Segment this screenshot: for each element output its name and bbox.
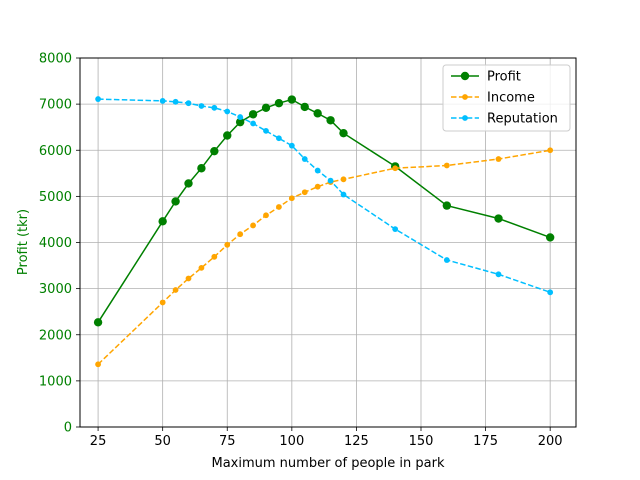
income-point [392, 165, 399, 172]
x-tick-label: 100 [279, 434, 304, 449]
reputation-point [301, 156, 308, 162]
reputation-point [198, 103, 205, 109]
profit-point [93, 318, 103, 327]
legend-label: Income [487, 91, 535, 106]
reputation-point [276, 135, 282, 142]
y-tick-label: 1000 [39, 374, 72, 389]
legend-swatch-marker [462, 115, 468, 121]
y-axis-label: Profit (tkr) [16, 209, 31, 275]
legend-label: Reputation [487, 112, 558, 127]
profit-point [248, 110, 258, 119]
profit-point [235, 117, 245, 127]
profit-point [197, 164, 206, 173]
reputation-point [95, 96, 101, 102]
income-point [172, 287, 179, 293]
legend: Profit Income Reputation [442, 64, 571, 132]
profit-point [287, 95, 297, 104]
series-income [95, 147, 554, 368]
legend-entry-reputation: Reputation [451, 112, 558, 127]
reputation-point [547, 289, 554, 296]
income-point [211, 253, 218, 260]
profit-point [339, 128, 348, 138]
profit-point [300, 102, 309, 112]
y-tick-label: 8000 [39, 52, 72, 67]
profit-point [261, 103, 271, 113]
x-tick-label: 175 [473, 434, 498, 449]
income-point [185, 275, 192, 282]
y-tick-label: 4000 [39, 236, 72, 251]
x-axis-ticks: 25 50 75 100 125 150 175 200 [90, 427, 563, 449]
legend-swatch-marker [460, 71, 470, 81]
y-tick-label: 3000 [39, 282, 72, 297]
series-layer [93, 95, 555, 368]
reputation-point [250, 120, 256, 127]
reputation-point [392, 226, 399, 233]
income-point [314, 183, 321, 190]
y-tick-label: 7000 [39, 98, 72, 113]
legend-label: Profit [487, 70, 521, 85]
income-point [495, 156, 502, 162]
x-tick-label: 125 [344, 434, 369, 449]
income-point [250, 222, 256, 229]
reputation-point [185, 100, 192, 107]
income-point [547, 147, 554, 154]
income-line [97, 149, 551, 365]
legend-swatch-marker [462, 94, 468, 100]
income-point [288, 195, 295, 202]
profit-point [210, 146, 219, 156]
series-reputation [95, 96, 554, 296]
reputation-point [327, 177, 334, 184]
income-point [301, 189, 308, 196]
legend-entry-profit: Profit [451, 70, 521, 85]
y-tick-label: 0 [64, 421, 72, 436]
x-tick-label: 200 [538, 434, 563, 449]
profit-point [158, 217, 167, 226]
x-tick-label: 150 [409, 434, 434, 449]
y-axis-ticks: 0 1000 2000 3000 4000 5000 6000 7000 8000 [39, 52, 80, 436]
reputation-point [314, 167, 321, 174]
x-tick-label: 25 [90, 434, 107, 449]
reputation-point [495, 271, 502, 278]
legend-box [442, 64, 571, 132]
income-point [443, 162, 450, 169]
x-tick-label: 50 [154, 434, 171, 449]
income-point [159, 299, 166, 306]
reputation-point [172, 98, 179, 105]
profit-point [171, 197, 180, 206]
reputation-point [288, 142, 295, 149]
reputation-point [159, 97, 166, 104]
reputation-point [237, 114, 244, 120]
x-tick-label: 75 [219, 434, 236, 449]
profit-point [313, 109, 322, 118]
y-tick-label: 5000 [39, 190, 72, 205]
reputation-point [211, 104, 218, 111]
y-tick-label: 6000 [39, 144, 72, 159]
profit-point [184, 179, 193, 188]
income-point [340, 176, 347, 183]
profit-point [442, 201, 452, 210]
income-point [237, 231, 244, 238]
reputation-point [224, 108, 231, 115]
reputation-point [263, 127, 269, 134]
reputation-point [443, 257, 450, 263]
income-point [263, 212, 269, 219]
profit-point [494, 214, 503, 223]
income-point [198, 264, 205, 271]
income-point [224, 241, 231, 248]
profit-point [545, 233, 555, 242]
reputation-line [98, 98, 551, 294]
income-point [95, 361, 101, 368]
y-tick-label: 2000 [39, 328, 72, 343]
profit-point [274, 99, 284, 108]
x-axis-label: Maximum number of people in park [212, 456, 445, 471]
profit-point [326, 116, 335, 125]
income-point [276, 204, 282, 210]
profit-point [223, 131, 232, 140]
reputation-point [340, 191, 347, 198]
legend-entry-income: Income [451, 91, 535, 106]
